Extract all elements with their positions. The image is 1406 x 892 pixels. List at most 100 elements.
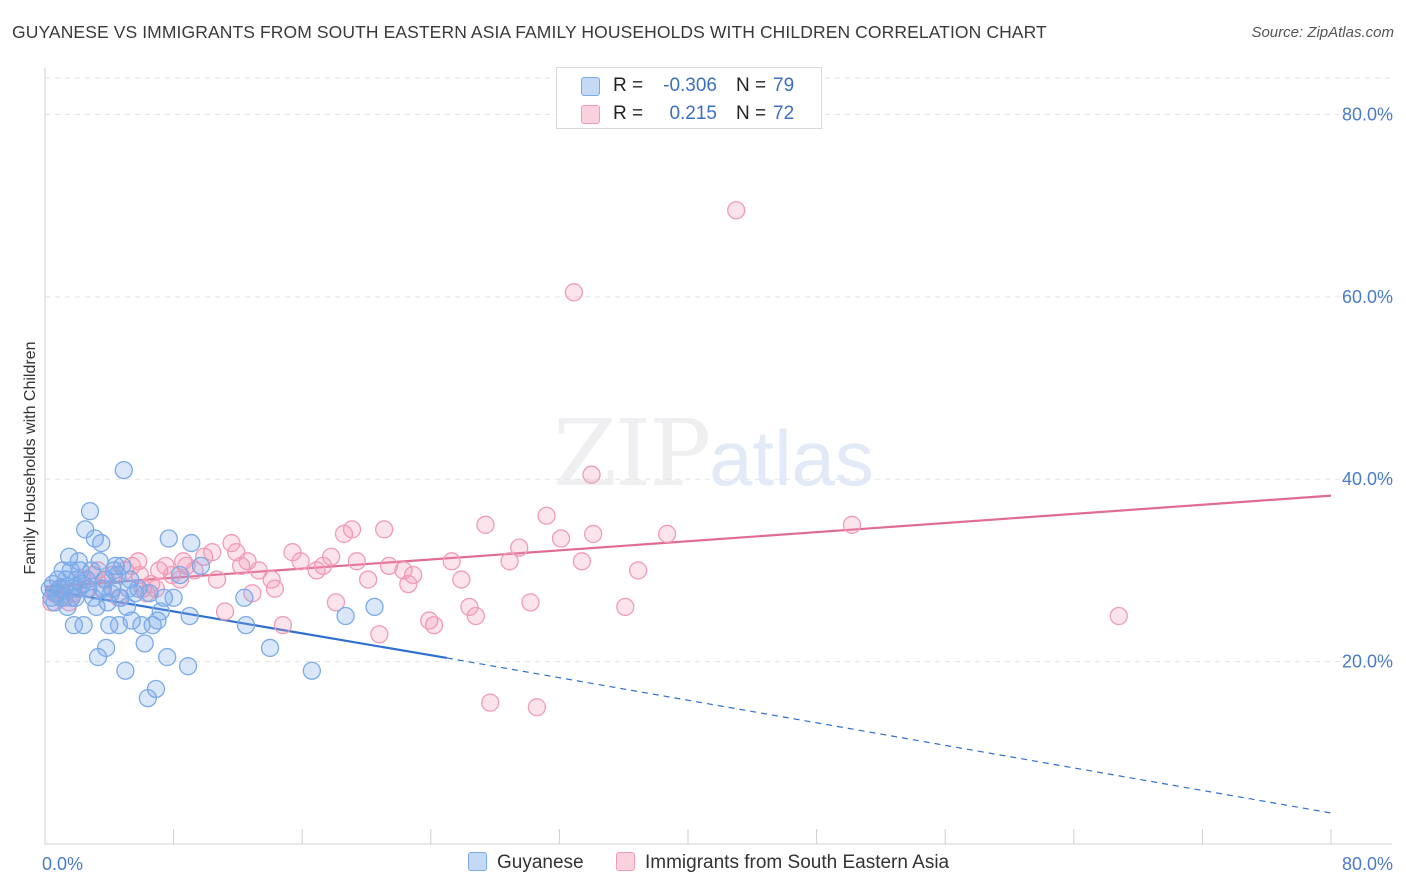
data-point-immigrants xyxy=(1109,606,1128,626)
data-point-immigrants xyxy=(842,515,862,534)
data-point-guyanese xyxy=(154,588,174,607)
y-tick-label: 20.0% xyxy=(1342,652,1393,672)
series-legend-guyanese: Guyanese xyxy=(468,852,584,874)
data-point-guyanese xyxy=(302,661,321,680)
data-point-guyanese xyxy=(164,588,183,607)
tick-labels: 20.0% 40.0% 60.0% 80.0% 0.0% 80.0% xyxy=(42,104,1393,874)
data-point-guyanese xyxy=(235,588,254,607)
data-point-immigrants xyxy=(452,570,471,589)
data-point-guyanese xyxy=(69,552,88,571)
legend-row-immigrants: R = 0.215 N = 72 xyxy=(557,100,821,128)
data-point-guyanese xyxy=(170,565,190,585)
data-point-immigrants xyxy=(215,602,235,621)
legend-r-label: R = xyxy=(613,75,644,96)
data-point-guyanese xyxy=(129,579,148,598)
data-point-guyanese xyxy=(122,611,141,630)
data-point-guyanese xyxy=(178,657,198,676)
data-point-immigrants xyxy=(537,506,556,525)
series-swatch-immigrants xyxy=(616,852,635,871)
data-point-immigrants xyxy=(370,625,389,644)
trend-line-extension xyxy=(446,657,1332,814)
data-point-immigrants xyxy=(399,574,418,594)
data-point-guyanese xyxy=(64,615,84,635)
data-point-immigrants xyxy=(347,552,367,571)
data-point-immigrants xyxy=(527,698,547,717)
data-point-guyanese xyxy=(100,615,119,635)
data-point-guyanese xyxy=(87,597,106,617)
data-point-immigrants xyxy=(551,529,571,548)
data-point-immigrants xyxy=(249,561,268,580)
data-point-guyanese xyxy=(236,615,256,635)
data-point-immigrants xyxy=(466,606,485,626)
data-point-guyanese xyxy=(159,529,178,548)
data-point-immigrants xyxy=(375,520,394,539)
data-point-immigrants xyxy=(460,597,479,617)
data-point-guyanese xyxy=(106,556,125,576)
data-point-immigrants xyxy=(321,547,341,566)
source-label: Source: ZipAtlas.com xyxy=(1251,24,1394,41)
data-point-immigrants xyxy=(424,615,444,635)
data-point-immigrants xyxy=(629,561,648,580)
data-point-guyanese xyxy=(50,579,69,598)
data-point-immigrants xyxy=(222,533,241,553)
y-axis-title: Family Households with Children xyxy=(22,342,39,575)
x-tick-label-min: 0.0% xyxy=(42,854,83,874)
y-tick-label: 40.0% xyxy=(1342,469,1393,489)
data-point-guyanese xyxy=(158,647,177,667)
data-point-guyanese xyxy=(96,638,116,658)
data-point-guyanese xyxy=(114,460,133,480)
data-point-guyanese xyxy=(146,679,166,699)
data-point-immigrants xyxy=(203,543,222,562)
data-point-immigrants xyxy=(342,520,362,539)
legend-row-guyanese: R = -0.306 N = 79 xyxy=(557,72,821,100)
data-point-immigrants xyxy=(564,283,584,302)
axes xyxy=(44,68,1392,845)
data-point-guyanese xyxy=(191,556,211,576)
y-tick-label: 60.0% xyxy=(1342,287,1393,307)
data-point-guyanese xyxy=(80,502,100,521)
data-point-guyanese xyxy=(336,606,355,626)
watermark-atlas: atlas xyxy=(709,414,874,502)
data-point-immigrants xyxy=(207,570,227,589)
legend-n-label: N = xyxy=(736,75,767,96)
y-tick-label: 80.0% xyxy=(1342,104,1393,124)
data-point-immigrants xyxy=(727,201,746,220)
series-label-guyanese: Guyanese xyxy=(497,852,584,873)
series-swatch-guyanese xyxy=(468,852,487,871)
watermark: ZIPatlas xyxy=(553,400,874,507)
data-point-guyanese xyxy=(182,533,201,553)
legend-r-value: 0.215 xyxy=(669,103,717,124)
data-point-guyanese xyxy=(76,520,95,539)
data-point-immigrants xyxy=(265,579,285,598)
data-point-immigrants xyxy=(273,615,293,635)
gridlines xyxy=(45,77,1392,663)
data-points xyxy=(40,201,1128,717)
data-point-immigrants xyxy=(572,552,592,571)
series-legend-immigrants: Immigrants from South Eastern Asia xyxy=(616,852,949,874)
data-point-guyanese xyxy=(135,634,154,653)
legend-swatch-guyanese xyxy=(581,77,600,96)
data-point-immigrants xyxy=(403,565,423,585)
data-point-immigrants xyxy=(156,556,175,576)
data-point-guyanese xyxy=(180,606,199,626)
series-legend: Guyanese Immigrants from South Eastern A… xyxy=(0,852,1406,876)
data-point-guyanese xyxy=(113,556,132,576)
legend-swatch-immigrants xyxy=(581,105,600,124)
data-point-immigrants xyxy=(442,552,461,571)
data-point-guyanese xyxy=(68,579,88,598)
legend-r-value: -0.306 xyxy=(663,75,717,96)
data-point-guyanese xyxy=(117,597,137,617)
data-point-immigrants xyxy=(510,538,529,557)
watermark-zip: ZIP xyxy=(553,400,711,507)
trend-line-immigrants xyxy=(44,494,1332,588)
data-point-guyanese xyxy=(59,547,79,566)
legend-n-value: 72 xyxy=(773,103,795,124)
data-point-guyanese xyxy=(260,638,280,658)
data-point-immigrants xyxy=(358,570,378,589)
data-point-immigrants xyxy=(481,693,500,712)
data-point-guyanese xyxy=(140,584,159,603)
legend-n-value: 79 xyxy=(773,75,795,96)
data-point-immigrants xyxy=(657,524,677,544)
legend-r-label: R = xyxy=(613,103,644,124)
series-label-immigrants: Immigrants from South Eastern Asia xyxy=(645,852,950,873)
